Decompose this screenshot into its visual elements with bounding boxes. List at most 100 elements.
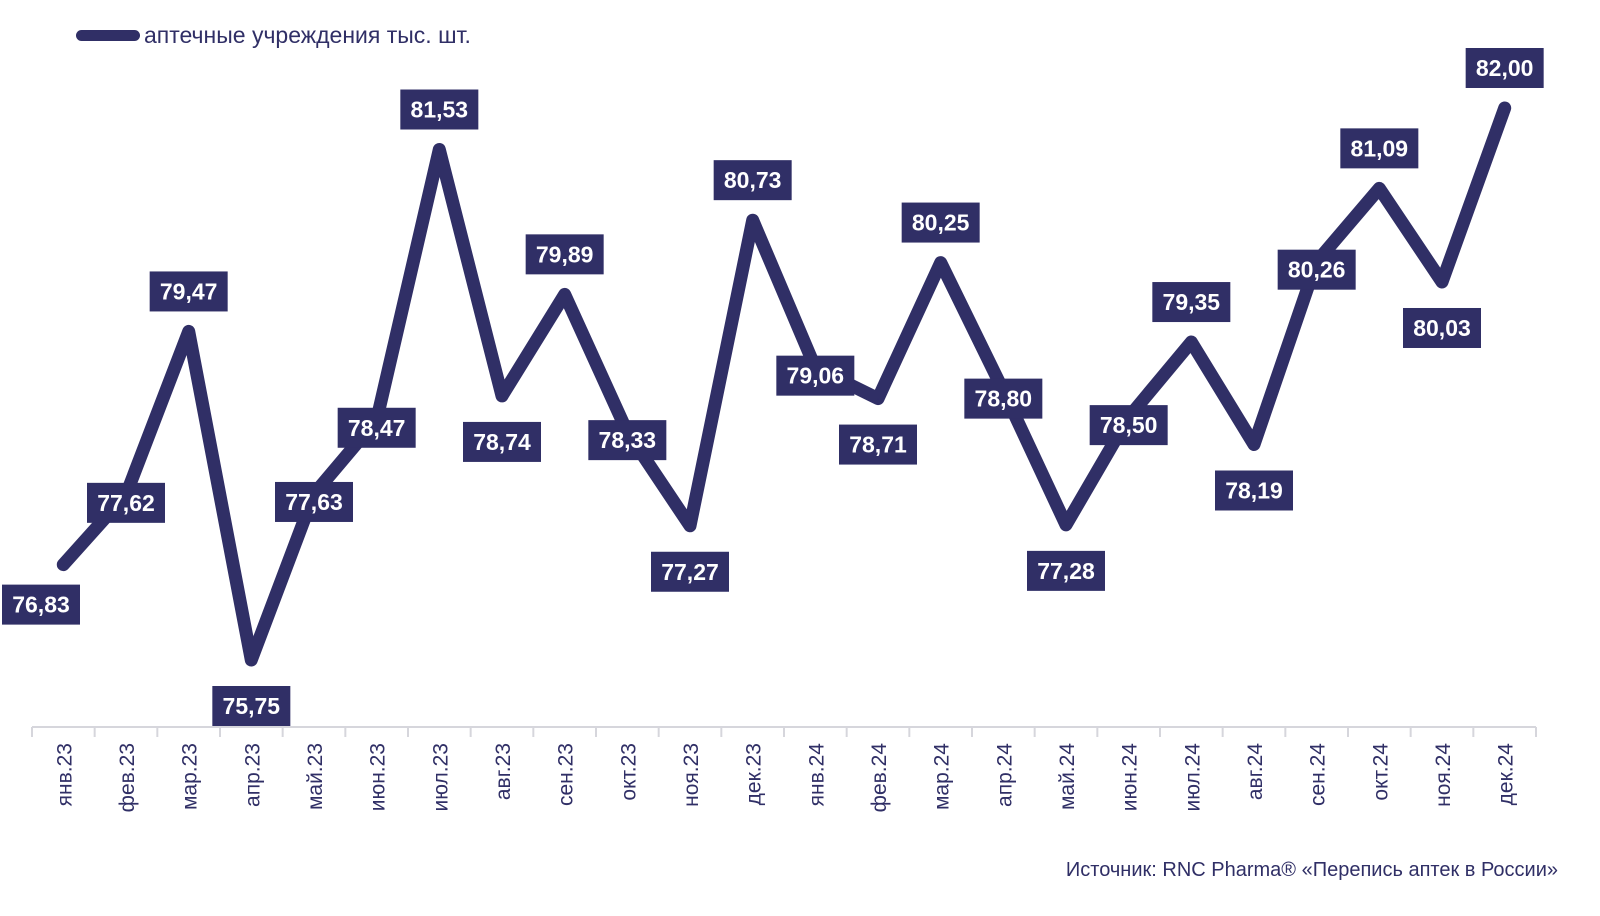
data-point xyxy=(751,219,754,222)
data-label: 79,47 xyxy=(149,271,228,312)
data-label-text: 82,00 xyxy=(1476,55,1534,81)
data-point xyxy=(1378,187,1381,190)
data-label-box xyxy=(400,89,479,130)
data-label-text: 79,89 xyxy=(536,241,594,267)
data-label-text: 81,09 xyxy=(1351,135,1409,161)
data-label-box xyxy=(1277,249,1356,290)
data-label-box xyxy=(463,421,541,462)
data-label-text: 77,27 xyxy=(661,559,719,585)
data-label-box xyxy=(2,584,80,625)
data-label-text: 76,83 xyxy=(12,592,70,618)
data-label-text: 80,25 xyxy=(912,210,970,236)
data-label-text: 78,80 xyxy=(975,386,1033,412)
x-tick-label: апр.23 xyxy=(241,743,264,807)
data-label-text: 78,47 xyxy=(348,415,406,441)
x-tick-label: дек.23 xyxy=(743,743,766,805)
data-label-text: 75,75 xyxy=(223,693,281,719)
data-point xyxy=(689,524,691,527)
data-label: 79,89 xyxy=(525,234,604,275)
legend-label: аптечные учреждения тыс. шт. xyxy=(144,22,471,48)
data-point xyxy=(1065,523,1067,526)
x-tick-label: апр.24 xyxy=(993,743,1016,807)
data-label-box xyxy=(149,271,228,312)
data-point xyxy=(877,397,879,400)
x-tick-label: мар.24 xyxy=(931,743,954,810)
data-label-text: 78,33 xyxy=(599,427,657,453)
data-label-text: 80,03 xyxy=(1413,315,1471,341)
x-tick-label: сен.23 xyxy=(555,743,578,806)
data-label-text: 78,19 xyxy=(1225,477,1283,503)
data-label-box xyxy=(1215,470,1293,511)
x-tick-label: фев.23 xyxy=(116,743,139,812)
data-label: 77,27 xyxy=(651,551,729,592)
data-label-box xyxy=(1089,405,1168,446)
data-label-text: 77,62 xyxy=(97,490,155,516)
data-label: 80,25 xyxy=(901,202,980,243)
data-label: 75,75 xyxy=(212,686,291,726)
data-label-box xyxy=(901,202,980,243)
x-tick-label: дек.24 xyxy=(1495,743,1518,806)
data-label-text: 79,06 xyxy=(787,363,845,389)
x-tick-label: янв.23 xyxy=(53,743,76,806)
data-point xyxy=(501,394,503,397)
data-label: 78,74 xyxy=(463,421,541,462)
data-label: 78,19 xyxy=(1215,470,1293,511)
data-label: 81,09 xyxy=(1340,128,1419,169)
x-tick-label: июл.24 xyxy=(1181,743,1204,812)
data-label: 80,26 xyxy=(1277,249,1356,290)
data-label-text: 77,63 xyxy=(285,489,343,515)
data-label-box xyxy=(964,378,1043,419)
x-tick-label: май.24 xyxy=(1056,743,1079,810)
data-label: 77,28 xyxy=(1027,550,1105,591)
data-label: 79,06 xyxy=(776,355,855,396)
data-label-box xyxy=(87,482,165,523)
x-tick-label: авг.23 xyxy=(492,743,515,800)
source-note: Источник: RNC Pharma® «Перепись аптек в … xyxy=(1065,859,1558,881)
data-label-text: 78,74 xyxy=(473,429,531,455)
x-tick-label: июл.23 xyxy=(429,743,452,811)
data-point xyxy=(250,659,253,661)
data-label-box xyxy=(776,355,855,396)
x-tick-label: ноя.23 xyxy=(680,743,703,807)
data-label: 81,53 xyxy=(400,89,479,130)
data-label-box xyxy=(525,234,604,275)
data-point xyxy=(1253,443,1255,446)
data-label: 80,03 xyxy=(1403,307,1481,348)
data-label-text: 78,50 xyxy=(1100,412,1158,438)
data-point xyxy=(563,293,566,296)
data-point xyxy=(939,261,942,264)
data-label-text: 80,73 xyxy=(724,167,782,193)
data-point xyxy=(187,330,190,333)
data-label-box xyxy=(212,686,291,726)
x-tick-label: сен.24 xyxy=(1307,743,1330,806)
x-tick-label: окт.24 xyxy=(1369,743,1392,801)
x-tick-label: мар.23 xyxy=(179,743,202,810)
data-label-text: 80,26 xyxy=(1288,257,1346,283)
data-label-box xyxy=(713,160,792,201)
legend: аптечные учреждения тыс. шт. xyxy=(76,22,471,49)
data-label-box xyxy=(337,407,416,448)
data-point xyxy=(62,563,65,566)
data-label: 78,50 xyxy=(1089,405,1168,446)
data-label-box xyxy=(1152,282,1231,323)
data-point xyxy=(1190,341,1193,344)
x-tick-label: окт.23 xyxy=(617,743,640,801)
data-label-box xyxy=(1340,128,1419,169)
x-tick-label: май.23 xyxy=(304,743,327,810)
data-label: 82,00 xyxy=(1465,48,1544,88)
data-label-text: 77,28 xyxy=(1037,558,1095,584)
data-label-box xyxy=(839,424,917,465)
data-label-box xyxy=(1027,550,1105,591)
data-label: 78,71 xyxy=(839,424,917,465)
data-label-text: 81,53 xyxy=(411,97,469,123)
data-label-box xyxy=(1403,307,1481,348)
x-tick-labels: янв.23 фев.23 мар.23 апр.23 май.23 июн.23 июл.… xyxy=(53,743,1517,813)
legend-swatch xyxy=(76,30,140,41)
data-label: 78,80 xyxy=(964,378,1043,419)
data-point xyxy=(1441,280,1443,283)
data-label: 77,63 xyxy=(275,481,353,522)
x-axis xyxy=(31,726,1537,737)
x-tick-label: фев.24 xyxy=(868,743,891,813)
data-label-box xyxy=(1465,48,1544,88)
